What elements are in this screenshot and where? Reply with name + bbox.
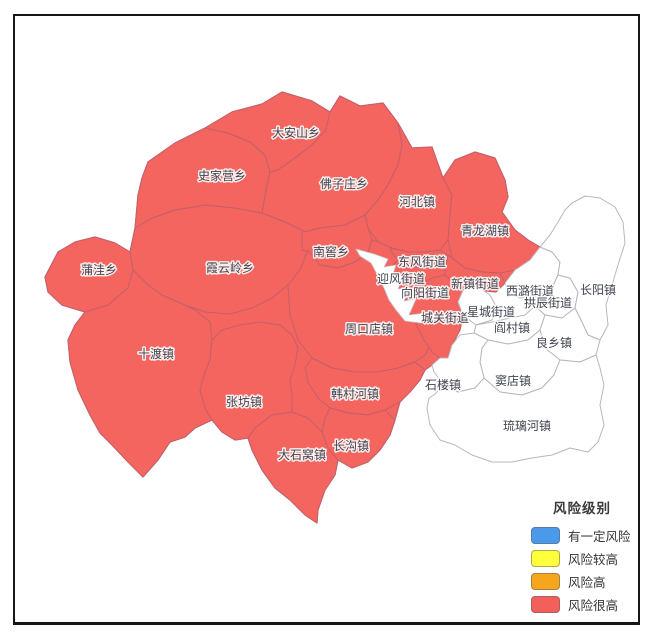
legend-items: 有一定风险风险较高风险高风险很高 [531, 527, 637, 613]
region-dashiwo[interactable] [247, 411, 339, 524]
region-liulihe[interactable] [426, 354, 605, 463]
unrated-area-shape [434, 286, 450, 300]
legend-swatch-2 [531, 573, 560, 590]
legend-label-0: 有一定风险 [568, 530, 631, 544]
legend-swatch-3 [531, 596, 560, 613]
region-xinzhen[interactable] [444, 254, 506, 293]
region-zhangfang[interactable] [199, 321, 299, 441]
region-shilou[interactable] [431, 332, 489, 393]
legend-swatch-1 [531, 550, 560, 567]
region-qinglonghu[interactable] [442, 151, 541, 274]
legend-swatch-0 [531, 527, 560, 544]
legend-label-3: 风险很高 [568, 599, 619, 613]
legend-item-2: 风险高 [531, 573, 637, 590]
legend-item-3: 风险很高 [531, 596, 637, 613]
region-shidu[interactable] [67, 269, 213, 478]
legend-label-1: 风险较高 [568, 553, 619, 567]
legend-item-0: 有一定风险 [531, 527, 637, 544]
legend-label-2: 风险高 [568, 576, 606, 590]
region-hancunhe[interactable] [304, 357, 426, 416]
region-xingcheng[interactable] [457, 286, 498, 326]
unrated-area-shape [355, 248, 427, 324]
legend-title: 风险级别 [553, 501, 611, 516]
legend: 风险级别 有一定风险风险较高风险高风险很高 [531, 497, 637, 619]
legend-item-1: 风险较高 [531, 550, 637, 567]
